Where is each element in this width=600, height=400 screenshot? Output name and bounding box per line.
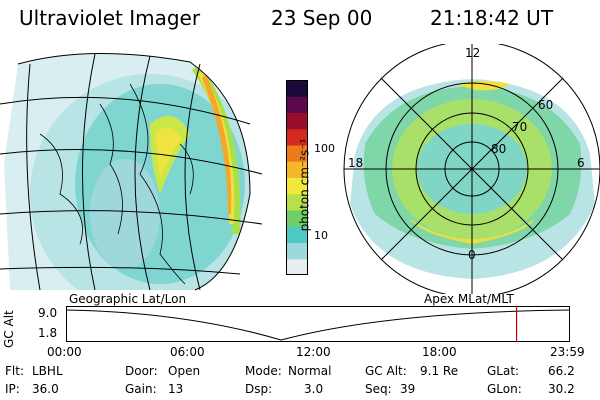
gc-alt-axis-title: GC Alt — [2, 310, 16, 348]
instrument-title: Ultraviolet Imager — [19, 6, 201, 30]
mlat-80-label: 80 — [491, 142, 507, 156]
colorbar-stripe — [286, 145, 308, 162]
dsp-label: Dsp: — [245, 382, 273, 396]
glat-value: 66.2 — [548, 364, 575, 378]
date-label: 23 Sep 00 — [271, 6, 373, 30]
mode-value: Normal — [288, 364, 332, 378]
geographic-projection-label: Geographic Lat/Lon — [69, 292, 187, 306]
colorbar-stripe — [286, 242, 308, 260]
time-tick-1200: 12:00 — [296, 345, 331, 359]
alt-tick-9: 9.0 — [38, 306, 58, 320]
door-value: Open — [168, 364, 201, 378]
time-tick-0600: 06:00 — [170, 345, 205, 359]
ip-label: IP: — [5, 382, 20, 396]
gc-alt-value: 9.1 Re — [420, 364, 459, 378]
mlt-0-label: 0 — [468, 248, 476, 262]
colorbar-stripe — [286, 210, 308, 227]
time-tick-0000: 00:00 — [47, 345, 82, 359]
colorbar-stripe — [286, 96, 308, 113]
intensity-colorbar — [286, 80, 308, 275]
colorbar-stripe — [286, 128, 308, 146]
apex-projection-label: Apex MLat/MLT — [424, 292, 514, 306]
gain-value: 13 — [168, 382, 184, 396]
colorbar-unit-label: photon cm⁻²s⁻¹ — [297, 138, 312, 232]
altitude-time-plot — [66, 306, 570, 342]
alt-tick-1-8: 1.8 — [38, 326, 58, 340]
time-tick-2359: 23:59 — [550, 345, 585, 359]
mlat-70-label: 70 — [512, 120, 528, 134]
geographic-auroral-image — [0, 53, 263, 291]
mlt-6-label: 6 — [577, 156, 585, 170]
polar-auroral-image — [343, 44, 600, 294]
colorbar-stripe — [286, 226, 308, 243]
seq-label: Seq: — [365, 382, 392, 396]
colorbar-stripe — [286, 193, 308, 211]
gc-alt-label: GC Alt: — [365, 364, 407, 378]
mlt-12-label: 12 — [465, 46, 481, 60]
door-label: Door: — [125, 364, 158, 378]
dsp-value: 3.0 — [304, 382, 324, 396]
gain-label: Gain: — [125, 382, 157, 396]
glat-label: GLat: — [487, 364, 520, 378]
colorbar-stripe — [286, 258, 308, 275]
colorbar-stripe — [286, 161, 308, 178]
colorbar-tick-10: 10 — [314, 229, 328, 242]
colorbar-tick-100: 100 — [314, 142, 335, 155]
ip-value: 36.0 — [32, 382, 59, 396]
colorbar-stripe — [286, 177, 308, 195]
glon-label: GLon: — [487, 382, 522, 396]
mode-label: Mode: — [245, 364, 282, 378]
glon-value: 30.2 — [548, 382, 575, 396]
flt-label: Flt: — [5, 364, 24, 378]
flt-value: LBHL — [32, 364, 63, 378]
colorbar-stripe — [286, 112, 308, 130]
time-tick-1800: 18:00 — [422, 345, 457, 359]
mlt-18-label: 18 — [348, 156, 364, 170]
seq-value: 39 — [400, 382, 416, 396]
time-label: 21:18:42 UT — [430, 6, 554, 30]
colorbar-stripe — [286, 80, 308, 97]
mlat-60-label: 60 — [538, 98, 554, 112]
